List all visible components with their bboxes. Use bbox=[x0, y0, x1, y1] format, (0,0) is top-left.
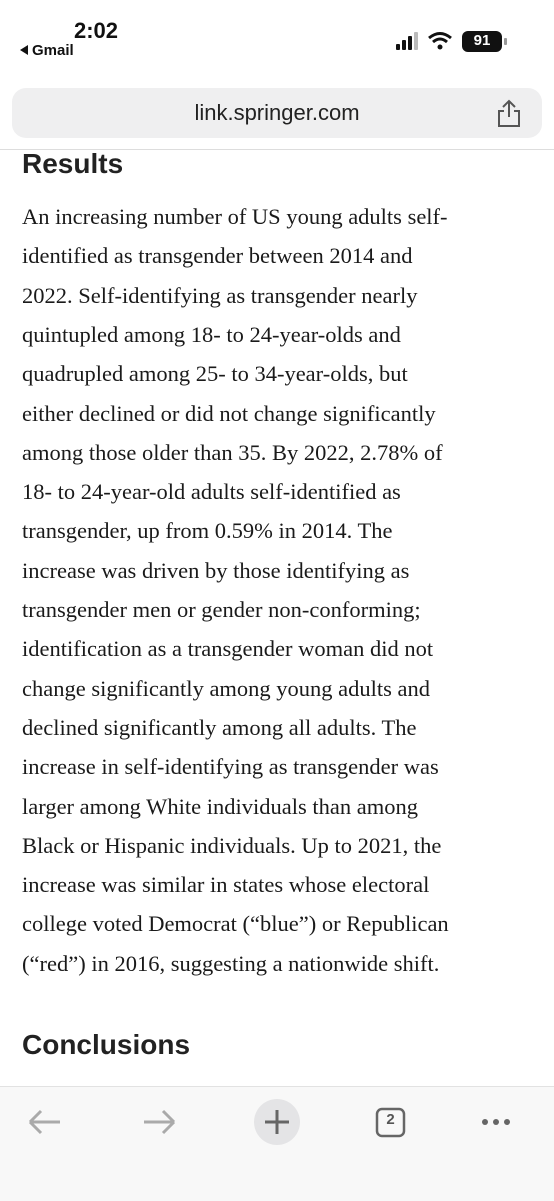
paragraph-line: identification as a transgender woman di… bbox=[22, 636, 434, 662]
paragraph-line: either declined or did not change signif… bbox=[22, 400, 436, 426]
clock: 2:02 bbox=[74, 18, 119, 43]
paragraph-line: larger among White individuals than amon… bbox=[22, 793, 418, 819]
paragraph-line: (“red”) in 2016, suggesting a nationwide… bbox=[22, 950, 440, 976]
conclusions-heading: Conclusions bbox=[22, 1029, 191, 1060]
battery-level: 91 bbox=[473, 32, 491, 49]
toolbar-icons bbox=[28, 1099, 510, 1145]
paragraph-line: 18- to 24-year-old adults self-identifie… bbox=[22, 479, 401, 505]
paragraph-line: increase was similar in states whose ele… bbox=[22, 872, 430, 898]
status-icons bbox=[396, 31, 507, 52]
paragraph-line: declined significantly among all adults.… bbox=[22, 714, 417, 740]
browser-header: 2:02 Gmail 91 link.springer.com bbox=[0, 0, 554, 150]
paragraph-line: transgender men or gender non-conforming… bbox=[22, 597, 421, 622]
paragraph-line: change significantly among young adults … bbox=[22, 675, 431, 701]
back-arrow-icon bbox=[20, 45, 28, 55]
paragraph-line: quintupled among 18- to 24-year-olds and bbox=[22, 321, 401, 347]
paragraph-line: among those older than 35. By 2022, 2.78… bbox=[22, 439, 443, 465]
paragraph-line: Black or Hispanic individuals. Up to 202… bbox=[22, 832, 442, 858]
share-icon[interactable] bbox=[496, 98, 522, 128]
paragraph-line: increase was driven by those identifying… bbox=[22, 557, 410, 583]
results-heading: Results bbox=[22, 148, 124, 179]
paragraph-line: 2022. Self-identifying as transgender ne… bbox=[22, 282, 418, 308]
toolbar: 2 bbox=[0, 1086, 554, 1201]
back-to-app[interactable]: Gmail bbox=[32, 42, 74, 59]
paragraph-line: college voted Democrat (“blue”) or Repub… bbox=[22, 911, 449, 937]
paragraph-line: transgender, up from 0.59% in 2014. The bbox=[22, 518, 393, 544]
paragraph-line: An increasing number of US young adults … bbox=[22, 204, 448, 229]
paragraph-line: quadrupled among 25- to 34-year-olds, bu… bbox=[22, 361, 408, 387]
tab-count[interactable]: 2 bbox=[386, 1111, 395, 1128]
address-bar[interactable]: link.springer.com bbox=[12, 88, 542, 138]
url[interactable]: link.springer.com bbox=[194, 100, 360, 125]
divider bbox=[0, 149, 554, 150]
paragraph-line: identified as transgender between 2014 a… bbox=[22, 243, 413, 269]
paragraph-line: increase in self-identifying as transgen… bbox=[22, 754, 439, 780]
